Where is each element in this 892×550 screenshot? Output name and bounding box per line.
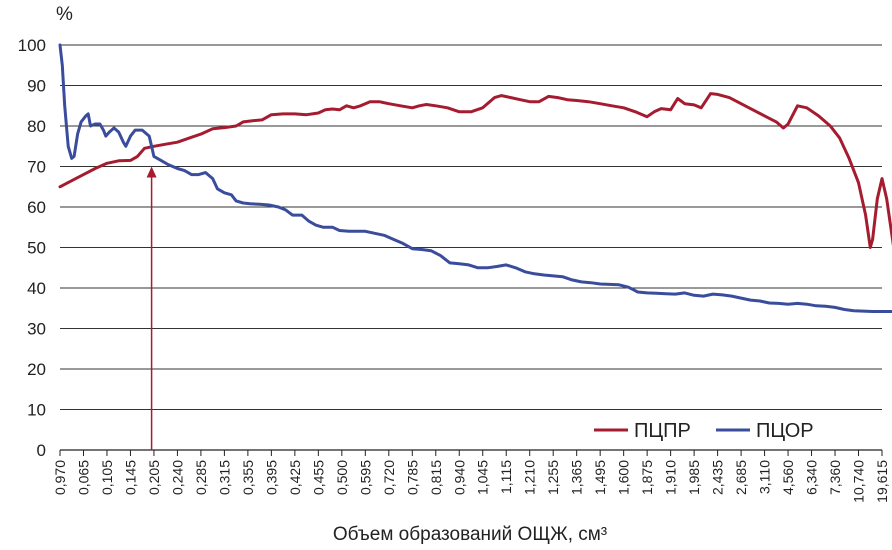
x-tick-label: 0,425 <box>287 460 303 495</box>
y-tick-label: 60 <box>27 198 46 217</box>
series-line-0 <box>58 92 892 249</box>
x-tick-label: 1,985 <box>686 460 702 495</box>
y-tick-label: 30 <box>27 320 46 339</box>
y-tick-label: 40 <box>27 279 46 298</box>
x-tick-label: 0,785 <box>404 460 420 495</box>
annotation-arrow <box>146 166 157 450</box>
x-tick-label: 1,875 <box>639 460 655 495</box>
x-tick-label: 3,110 <box>757 460 773 494</box>
x-tick-label: 0,240 <box>169 460 185 495</box>
x-tick-label: 1,600 <box>616 460 632 495</box>
x-tick-label: 0,500 <box>334 460 350 495</box>
x-tick-label: 4,560 <box>780 460 796 495</box>
x-tick-label: 1,910 <box>663 460 679 495</box>
y-axis-ticks: 0 10 20 30 40 50 60 70 80 90 100 <box>18 36 46 460</box>
legend: ПЦПР ПЦОР <box>594 420 814 442</box>
x-tick-label: 1,365 <box>569 460 585 495</box>
x-tick-label: 1,255 <box>545 460 561 495</box>
x-tick-label: 0,065 <box>75 460 91 495</box>
x-tick-label: 0,595 <box>357 460 373 495</box>
legend-label-0: ПЦПР <box>634 420 691 442</box>
x-tick-label: 0,395 <box>263 460 279 495</box>
x-tick-label: 0,815 <box>428 460 444 495</box>
x-tick-label: 1,115 <box>498 460 514 494</box>
y-tick-label: 20 <box>27 360 46 379</box>
y-tick-label: 100 <box>18 36 46 55</box>
x-tick-label: 0,145 <box>122 460 138 495</box>
series-lines <box>58 43 892 313</box>
gridlines <box>60 44 882 451</box>
x-tick-label: 1,045 <box>475 460 491 495</box>
x-tick-label: 2,685 <box>733 460 749 495</box>
x-tick-label: 0,940 <box>451 460 467 495</box>
x-tick-label: 0,285 <box>193 460 209 495</box>
x-axis-label: Объем образований ОЩЖ, см³ <box>333 524 607 545</box>
series-line-1 <box>58 43 892 313</box>
x-tick-label: 2,435 <box>710 460 726 495</box>
y-tick-label: 90 <box>27 77 46 96</box>
y-tick-label: 80 <box>27 117 46 136</box>
y-tick-label: 50 <box>27 239 46 258</box>
x-tick-label: 19,615 <box>874 460 890 503</box>
x-tick-label: 7,360 <box>827 460 843 495</box>
x-tick-label: 0,205 <box>146 460 162 495</box>
y-tick-label: 70 <box>27 158 46 177</box>
y-tick-label: 10 <box>27 401 46 420</box>
y-tick-label: 0 <box>37 441 46 460</box>
x-tick-label: 0,970 <box>52 460 68 495</box>
y-axis-label: % <box>56 4 73 25</box>
x-axis-ticks: 0,970 0,065 0,105 0,145 0,205 0,240 0,285 0,315… <box>52 450 890 503</box>
x-tick-label: 1,495 <box>592 460 608 495</box>
x-tick-label: 0,355 <box>240 460 256 495</box>
x-tick-label: 1,210 <box>522 460 538 495</box>
x-tick-label: 0,720 <box>381 460 397 495</box>
x-tick-label: 10,740 <box>851 460 867 503</box>
arrow-head <box>146 166 157 178</box>
x-tick-label: 6,340 <box>804 460 820 495</box>
x-tick-label: 0,455 <box>310 460 326 495</box>
x-tick-label: 0,105 <box>99 460 115 495</box>
legend-label-1: ПЦОР <box>756 420 814 442</box>
x-tick-label: 0,315 <box>216 460 232 495</box>
